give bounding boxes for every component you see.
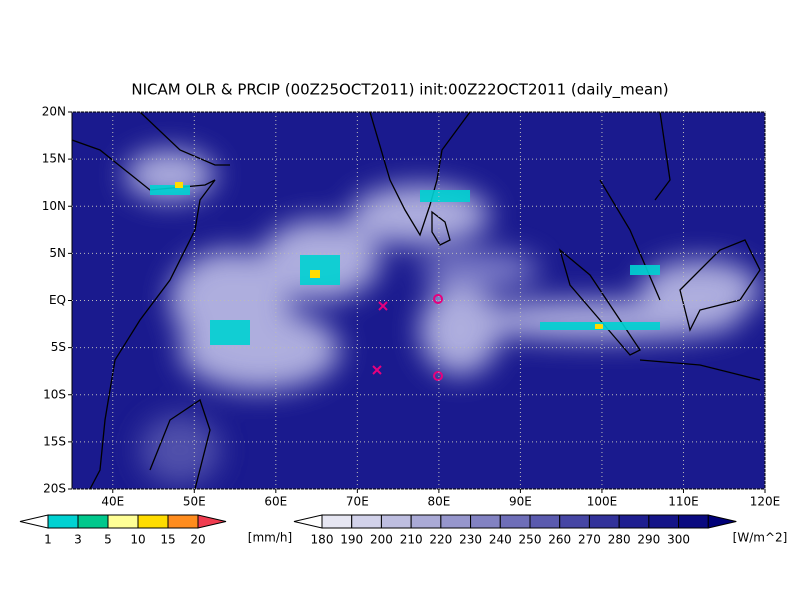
- colorbar-label: 200: [370, 533, 393, 547]
- colorbar-box: [618, 514, 650, 529]
- colorbar-label: 230: [459, 533, 482, 547]
- colorbar-label: 5: [104, 533, 112, 547]
- colorbar-label: 210: [400, 533, 423, 547]
- colorbar-box: [77, 514, 109, 529]
- colorbar-label: 3: [74, 533, 82, 547]
- olr-field: [72, 112, 765, 489]
- lat-label: 15S: [43, 434, 66, 448]
- colorbar-unit: [W/m^2]: [733, 531, 788, 545]
- lon-label: 80E: [427, 495, 450, 509]
- lat-label: 20N: [42, 105, 66, 119]
- lon-label: 120E: [750, 495, 781, 509]
- colorbar-label: 15: [160, 533, 175, 547]
- colorbar-box: [529, 514, 561, 529]
- colorbar-label: 1: [44, 533, 52, 547]
- colorbar-box: [137, 514, 169, 529]
- colorbar-label: 10: [130, 533, 145, 547]
- lat-label: 5N: [49, 246, 66, 260]
- colorbar-label: 280: [608, 533, 631, 547]
- colorbar-label: 180: [311, 533, 334, 547]
- lat-label: 15N: [42, 152, 66, 166]
- colorbar-triangle: [293, 514, 323, 529]
- colorbar-label: 250: [519, 533, 542, 547]
- colorbar-label: 270: [578, 533, 601, 547]
- colorbar-box: [380, 514, 412, 529]
- colorbar-label: 290: [637, 533, 660, 547]
- lat-label: 10N: [42, 199, 66, 213]
- colorbar-box: [321, 514, 353, 529]
- colorbar-box: [47, 514, 79, 529]
- colorbar-label: 220: [429, 533, 452, 547]
- lon-label: 100E: [587, 495, 618, 509]
- lon-label: 40E: [101, 495, 124, 509]
- lon-label: 60E: [264, 495, 287, 509]
- colorbar-label: 260: [548, 533, 571, 547]
- colorbar-triangle: [707, 514, 737, 529]
- colorbar-unit: [mm/h]: [248, 531, 292, 545]
- colorbar-label: 240: [489, 533, 512, 547]
- colorbar-box: [351, 514, 382, 529]
- colorbar-label: 300: [667, 533, 690, 547]
- map-title: NICAM OLR & PRCIP (00Z25OCT2011) init:00…: [131, 81, 668, 100]
- lon-label: 50E: [183, 495, 206, 509]
- colorbar-box: [107, 514, 139, 529]
- colorbar-box: [167, 514, 199, 529]
- colorbar-box: [440, 514, 472, 529]
- lon-label: 90E: [509, 495, 532, 509]
- colorbar-box: [470, 514, 501, 529]
- lat-label: 10S: [43, 387, 66, 401]
- colorbar-box: [410, 514, 442, 529]
- colorbar-triangle: [197, 514, 227, 529]
- colorbar-label: 20: [190, 533, 205, 547]
- colorbar-label: 190: [340, 533, 363, 547]
- lat-label: EQ: [49, 293, 66, 307]
- lon-label: 70E: [346, 495, 369, 509]
- colorbar-box: [499, 514, 531, 529]
- colorbar-box: [588, 514, 620, 529]
- lat-label: 5S: [51, 340, 66, 354]
- colorbar-box: [559, 514, 590, 529]
- lat-label: 20S: [43, 482, 66, 496]
- lon-label: 110E: [668, 495, 699, 509]
- colorbar-box: [678, 514, 709, 529]
- colorbar-triangle: [19, 514, 49, 529]
- colorbar-box: [648, 514, 680, 529]
